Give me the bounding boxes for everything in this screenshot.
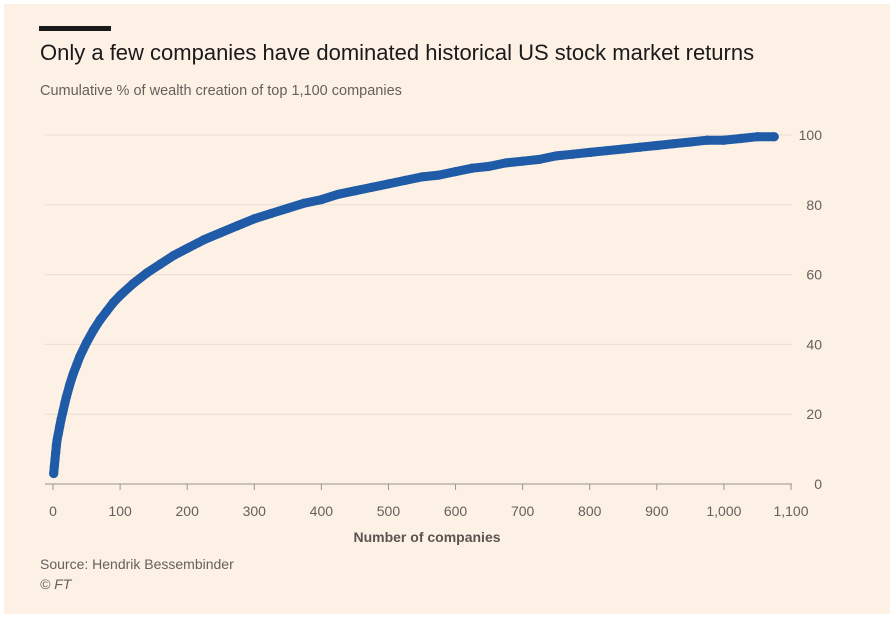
data-point [501, 158, 511, 168]
data-point [95, 315, 105, 325]
data-point [49, 468, 59, 479]
data-point [652, 140, 662, 151]
data-point [155, 259, 165, 269]
data-point [102, 306, 112, 316]
y-tick-label: 20 [806, 406, 822, 422]
x-tick-label: 200 [176, 503, 200, 519]
data-point [299, 198, 310, 208]
data-point [52, 435, 62, 445]
data-point [75, 352, 85, 362]
data-point [142, 268, 152, 278]
data-point [383, 179, 394, 189]
x-tick-label: 1,000 [706, 503, 741, 519]
data-point [53, 428, 63, 438]
data-point [367, 182, 377, 192]
x-tick-label: 1,100 [773, 503, 808, 519]
data-point [635, 142, 645, 152]
data-point [49, 461, 59, 472]
y-tick-label: 80 [806, 197, 822, 213]
data-point [58, 406, 68, 416]
data-point [316, 194, 326, 205]
data-point [128, 278, 139, 288]
y-tick-label: 100 [799, 127, 823, 143]
data-point [702, 135, 712, 145]
data-point [56, 414, 66, 425]
data-point [484, 161, 494, 172]
data-point [266, 208, 276, 219]
data-point [232, 221, 243, 231]
x-tick-label: 500 [377, 503, 401, 519]
header-rule [39, 26, 111, 31]
data-point [88, 325, 98, 336]
x-axis-title: Number of companies [353, 529, 500, 545]
data-point [601, 146, 612, 156]
data-point [333, 189, 343, 199]
data-point [434, 170, 444, 180]
data-point [283, 203, 293, 213]
x-tick-label: 0 [49, 503, 57, 519]
source-note: Source: Hendrik Bessembinder [40, 556, 234, 572]
x-tick-label: 900 [645, 503, 669, 519]
chart-subtitle: Cumulative % of wealth creation of top 1… [40, 83, 402, 99]
data-point [467, 163, 477, 173]
data-point [68, 369, 78, 379]
data-point [169, 250, 179, 261]
copyright-note: © FT [40, 576, 72, 592]
x-tick-label: 300 [243, 503, 267, 519]
data-point [719, 135, 729, 145]
x-tick-label: 700 [511, 503, 535, 519]
data-point [400, 175, 410, 185]
data-point [534, 154, 545, 165]
series-curve [49, 132, 779, 478]
data-point [55, 421, 65, 432]
data-point [769, 132, 779, 142]
data-point [51, 447, 61, 458]
data-point [551, 151, 561, 161]
data-point [736, 133, 746, 144]
y-tick-label: 0 [814, 476, 822, 492]
data-point [585, 147, 595, 158]
data-point [350, 186, 360, 196]
y-tick-label: 40 [806, 336, 822, 352]
data-point [81, 338, 92, 348]
data-point [50, 454, 60, 465]
data-point [182, 243, 192, 254]
data-point [71, 360, 82, 370]
chart-title: Only a few companies have dominated hist… [40, 40, 755, 65]
data-point [249, 214, 259, 224]
data-point [668, 139, 679, 149]
data-point [618, 144, 628, 154]
data-point [450, 167, 461, 177]
data-point [417, 172, 427, 182]
data-point [65, 379, 75, 390]
data-point [568, 149, 578, 159]
y-tick-label: 60 [806, 267, 822, 283]
data-point [61, 392, 72, 402]
x-tick-label: 800 [578, 503, 602, 519]
data-point [685, 137, 695, 147]
chart-card [4, 4, 890, 614]
data-point [752, 132, 763, 142]
data-point [518, 156, 528, 166]
x-tick-label: 400 [310, 503, 334, 519]
data-point [199, 235, 209, 245]
x-tick-label: 100 [108, 503, 132, 519]
x-tick-label: 600 [444, 503, 468, 519]
data-point [108, 297, 118, 308]
data-point [216, 228, 226, 238]
data-point [115, 290, 125, 301]
